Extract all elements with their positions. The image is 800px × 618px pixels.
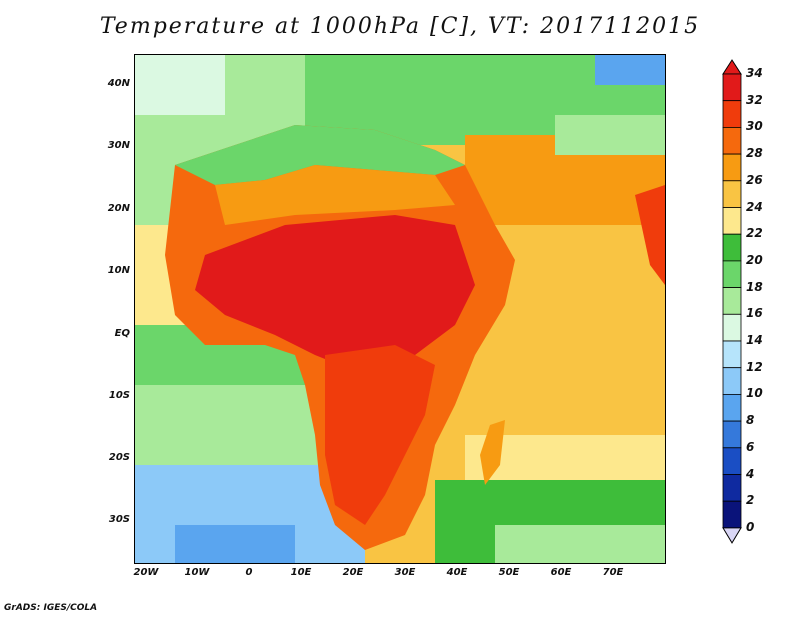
colorbar-label: 14: [746, 333, 763, 347]
temperature-field: [135, 55, 665, 563]
colorbar-label: 4: [746, 466, 755, 481]
colorbar: [722, 59, 742, 544]
colorbar-label: 6: [746, 439, 755, 454]
colorbar-bottom-arrow: [722, 527, 742, 544]
lon-label-30e: 30E: [394, 567, 416, 578]
lat-label-20n: 20N: [107, 203, 130, 214]
colorbar-swatch: [722, 447, 742, 475]
colorbar-label: 32: [746, 92, 763, 107]
colorbar-swatch: [722, 393, 742, 422]
colorbar-label: 30: [746, 119, 763, 134]
lat-label-40n: 40N: [107, 78, 130, 89]
colorbar-swatch: [722, 73, 742, 102]
colorbar-swatch: [722, 260, 742, 288]
colorbar-label: 20: [746, 252, 763, 267]
colorbar-swatch: [722, 100, 742, 128]
colorbar-swatch: [722, 233, 742, 262]
colorbar-label: 10: [746, 386, 763, 401]
colorbar-swatch: [722, 367, 742, 395]
colorbar-label: 18: [746, 279, 763, 294]
colorbar-swatch: [722, 340, 742, 369]
colorbar-label: 12: [746, 359, 763, 374]
colorbar-swatch: [722, 207, 742, 235]
lon-label-60e: 60E: [550, 567, 572, 578]
colorbar-top-arrow: [722, 59, 742, 75]
lat-label-eq: EQ: [114, 328, 130, 339]
colorbar-label: 28: [746, 146, 763, 161]
lat-label-30n: 30N: [107, 140, 130, 151]
colorbar-swatch: [722, 180, 742, 208]
lon-label-0: 0: [245, 567, 253, 578]
lon-label-50e: 50E: [498, 567, 520, 578]
lon-label-10e: 10E: [290, 567, 312, 578]
temperature-map: [134, 54, 666, 564]
lat-label-30s: 30S: [108, 514, 130, 525]
colorbar-label: 22: [746, 226, 763, 241]
colorbar-label: 2: [746, 493, 755, 508]
lat-label-10s: 10S: [108, 390, 130, 401]
colorbar-label: 8: [746, 413, 755, 428]
lon-label-20e: 20E: [342, 567, 364, 578]
colorbar-label: 34: [746, 66, 763, 80]
colorbar-swatch: [722, 500, 742, 529]
lon-label-20w: 20W: [133, 567, 159, 578]
grads-credit: GrADS: IGES/COLA: [4, 603, 98, 613]
colorbar-swatch: [722, 474, 742, 502]
lat-label-20s: 20S: [108, 452, 130, 463]
map-title: Temperature at 1000hPa [C], VT: 20171120…: [99, 14, 701, 39]
colorbar-label: 26: [746, 172, 763, 187]
lat-label-10n: 10N: [107, 265, 130, 276]
lon-label-70e: 70E: [602, 567, 624, 578]
lon-label-40e: 40E: [446, 567, 468, 578]
colorbar-label: 0: [746, 519, 755, 534]
colorbar-swatch: [722, 420, 742, 449]
colorbar-swatch: [722, 153, 742, 182]
colorbar-swatch: [722, 313, 742, 342]
colorbar-swatch: [722, 287, 742, 315]
colorbar-label: 24: [746, 199, 763, 214]
colorbar-swatch: [722, 127, 742, 155]
colorbar-label: 16: [746, 306, 763, 321]
lon-label-10w: 10W: [184, 567, 210, 578]
